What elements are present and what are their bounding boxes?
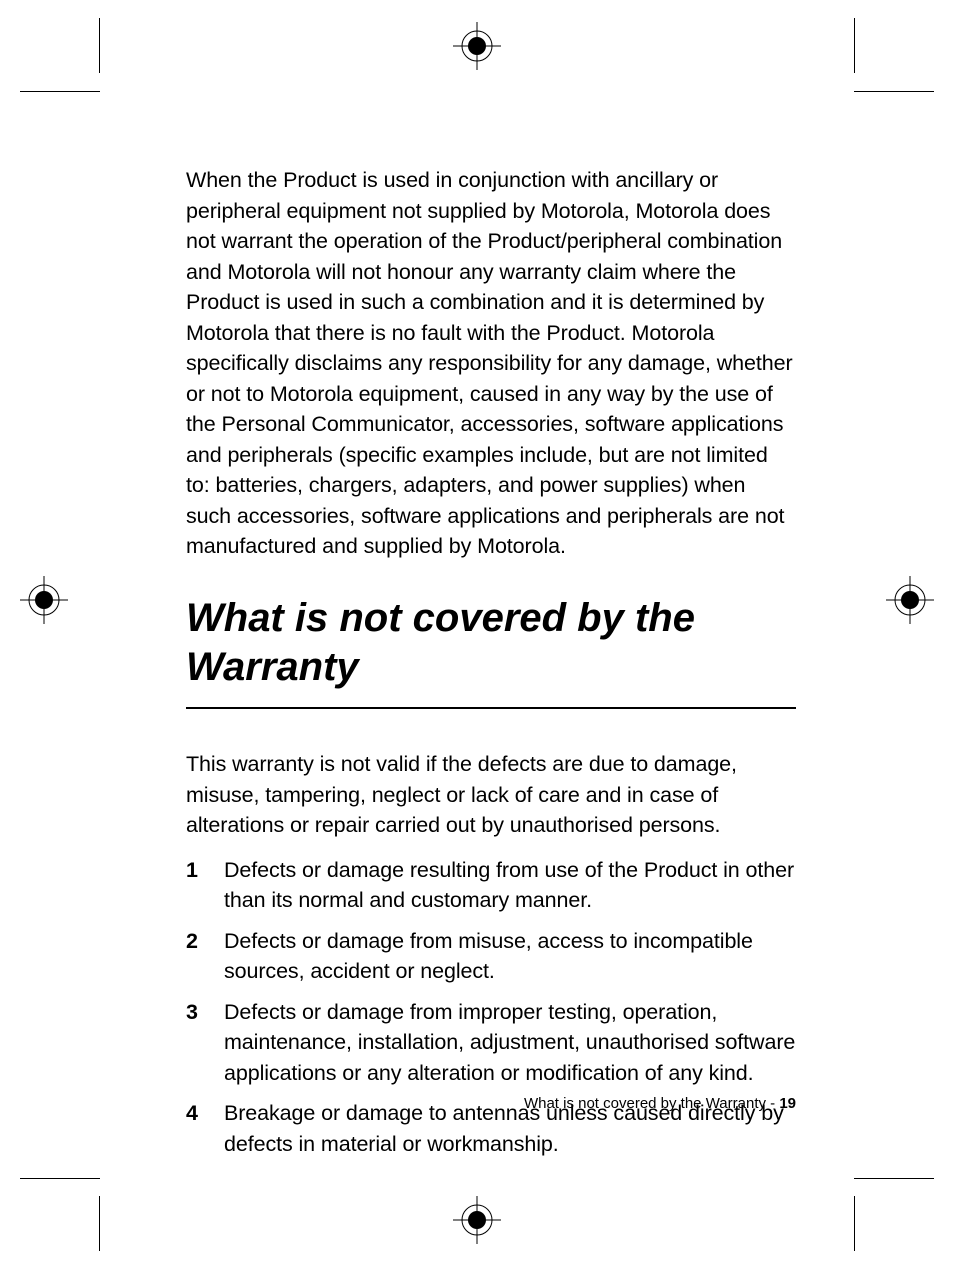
list-item-text: Defects or damage from misuse, access to…	[224, 926, 796, 987]
list-item: 2 Defects or damage from misuse, access …	[186, 926, 796, 987]
crop-mark	[854, 1196, 855, 1251]
section-heading: What is not covered by the Warranty	[186, 594, 796, 710]
crop-mark	[99, 1196, 100, 1251]
crop-mark	[20, 1178, 100, 1179]
list-item-text: Defects or damage resulting from use of …	[224, 855, 796, 916]
crop-mark	[854, 91, 934, 92]
footer-page-number: 19	[779, 1095, 796, 1112]
footer-label: What is not covered by the Warranty -	[524, 1095, 779, 1112]
page-content: When the Product is used in conjunction …	[186, 165, 796, 1169]
registration-mark-icon	[20, 576, 68, 624]
registration-mark-icon	[453, 1196, 501, 1244]
registration-mark-icon	[886, 576, 934, 624]
crop-mark	[854, 18, 855, 73]
list-item-text: Defects or damage from improper testing,…	[224, 997, 796, 1089]
list-item-number: 4	[186, 1098, 224, 1159]
sub-paragraph: This warranty is not valid if the defect…	[186, 749, 796, 841]
crop-mark	[99, 18, 100, 73]
crop-mark	[20, 91, 100, 92]
list-item-number: 3	[186, 997, 224, 1089]
intro-paragraph: When the Product is used in conjunction …	[186, 165, 796, 562]
crop-mark	[854, 1178, 934, 1179]
registration-mark-icon	[453, 22, 501, 70]
list-item-number: 2	[186, 926, 224, 987]
exclusion-list: 1 Defects or damage resulting from use o…	[186, 855, 796, 1160]
list-item: 3 Defects or damage from improper testin…	[186, 997, 796, 1089]
page-footer: What is not covered by the Warranty - 19	[524, 1095, 796, 1112]
list-item: 1 Defects or damage resulting from use o…	[186, 855, 796, 916]
list-item-number: 1	[186, 855, 224, 916]
